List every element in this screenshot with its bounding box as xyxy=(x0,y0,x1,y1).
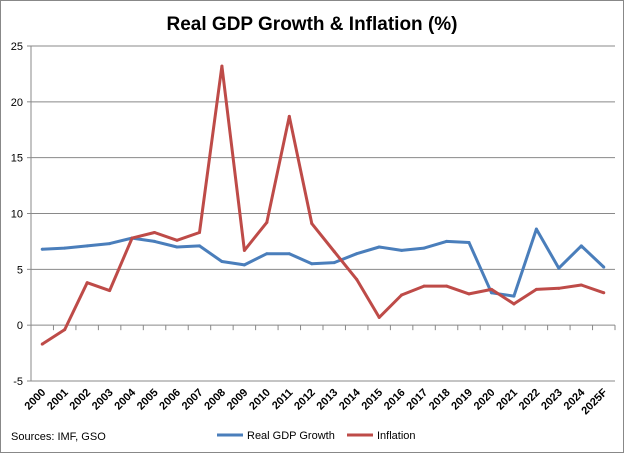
data-point xyxy=(332,249,336,253)
source-note: Sources: IMF, GSO xyxy=(11,431,106,443)
data-point xyxy=(153,239,157,243)
data-point xyxy=(85,244,89,248)
x-tick-label: 2000 xyxy=(23,387,49,413)
legend-label: Real GDP Growth xyxy=(247,430,335,442)
x-tick-label: 2011 xyxy=(270,387,295,412)
data-point xyxy=(355,277,359,281)
data-point xyxy=(85,281,89,285)
data-point xyxy=(467,292,471,296)
data-point xyxy=(265,252,269,256)
x-tick-label: 2025F xyxy=(579,386,610,417)
data-point xyxy=(557,286,561,290)
data-point xyxy=(534,287,538,291)
x-tick-label: 2010 xyxy=(247,387,273,413)
x-tick-label: 2006 xyxy=(157,387,183,413)
x-tick-label: 2020 xyxy=(472,387,498,413)
data-point xyxy=(400,293,404,297)
data-point xyxy=(489,287,493,291)
data-point xyxy=(242,263,246,267)
data-point xyxy=(400,248,404,252)
data-point xyxy=(40,342,44,346)
x-tick-label: 2017 xyxy=(404,387,430,413)
y-tick-label: 20 xyxy=(11,97,23,109)
x-tick-label: 2018 xyxy=(427,387,453,413)
data-point xyxy=(220,260,224,264)
data-point xyxy=(108,289,112,293)
data-point xyxy=(422,246,426,250)
data-point xyxy=(534,227,538,231)
x-tick-label: 2003 xyxy=(90,387,116,413)
x-tick-label: 2015 xyxy=(359,387,385,413)
y-tick-label: 15 xyxy=(11,153,23,165)
data-point xyxy=(445,239,449,243)
data-point xyxy=(557,266,561,270)
x-tick-label: 2013 xyxy=(315,387,341,413)
data-point xyxy=(310,222,314,226)
data-point xyxy=(265,220,269,224)
x-tick-label: 2012 xyxy=(292,387,318,413)
data-point xyxy=(332,261,336,265)
data-point xyxy=(197,230,201,234)
y-tick-label: 5 xyxy=(17,264,23,276)
y-tick-label: 25 xyxy=(11,41,23,53)
data-point xyxy=(153,230,157,234)
x-tick-label: 2009 xyxy=(225,387,251,413)
x-tick-label: 2007 xyxy=(180,387,206,413)
x-tick-label: 2019 xyxy=(449,387,475,413)
data-point xyxy=(489,291,493,295)
y-tick-label: 10 xyxy=(11,209,23,221)
data-point xyxy=(579,244,583,248)
data-point xyxy=(63,328,67,332)
data-point xyxy=(310,262,314,266)
x-tick-label: 2023 xyxy=(539,387,565,413)
data-point xyxy=(108,242,112,246)
data-point xyxy=(467,241,471,245)
data-point xyxy=(175,238,179,242)
data-point xyxy=(579,283,583,287)
data-point xyxy=(242,248,246,252)
data-point xyxy=(602,265,606,269)
series-line-inflation xyxy=(41,64,605,346)
data-point xyxy=(422,284,426,288)
data-point xyxy=(130,236,134,240)
data-point xyxy=(197,244,201,248)
x-tick-label: 2001 xyxy=(45,387,71,413)
x-tick-label: 2016 xyxy=(382,387,408,413)
y-tick-label: -5 xyxy=(13,376,23,388)
data-point xyxy=(602,291,606,295)
data-point xyxy=(220,64,224,68)
data-point xyxy=(287,252,291,256)
chart-title: Real GDP Growth & Inflation (%) xyxy=(167,14,458,35)
y-tick-label: 0 xyxy=(17,320,23,332)
x-tick-label: 2004 xyxy=(112,386,138,412)
data-point xyxy=(40,247,44,251)
data-point xyxy=(287,114,291,118)
data-point xyxy=(377,245,381,249)
x-tick-label: 2014 xyxy=(337,386,363,412)
legend-label: Inflation xyxy=(377,430,416,442)
data-point xyxy=(512,302,516,306)
data-point xyxy=(355,252,359,256)
x-tick-label: 2021 xyxy=(494,387,520,413)
data-point xyxy=(445,284,449,288)
data-point xyxy=(512,294,516,298)
x-tick-label: 2022 xyxy=(517,387,543,413)
data-point xyxy=(63,246,67,250)
x-tick-label: 2005 xyxy=(135,387,161,413)
x-tick-label: 2008 xyxy=(202,387,228,413)
data-point xyxy=(377,315,381,319)
data-point xyxy=(175,245,179,249)
x-tick-label: 2002 xyxy=(67,387,93,413)
